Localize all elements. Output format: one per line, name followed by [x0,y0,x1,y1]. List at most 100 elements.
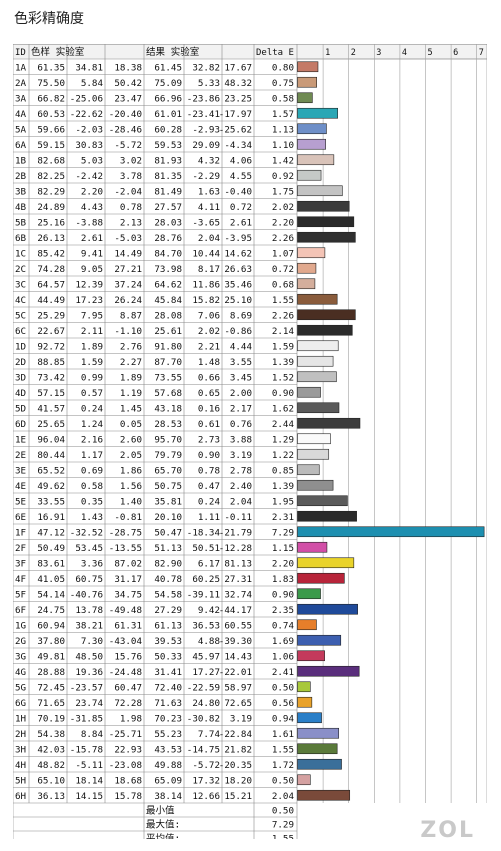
result-lab-value: -0.86 [224,326,252,337]
delta-e-bar [297,417,361,429]
sample-lab-value: 0.58 [81,481,103,492]
delta-e-bar [297,355,334,367]
sample-lab-value: 2.61 [81,233,103,244]
sample-lab-value: 24.89 [37,202,65,213]
sample-lab-value: 18.14 [75,775,103,786]
result-lab-value: -17.97 [219,109,252,120]
row-id-label: 2C [15,264,26,275]
x-tick-label: 4 [402,48,407,58]
sample-lab-value: 23.47 [114,93,142,104]
result-lab-value: 24.80 [192,698,220,709]
result-lab-value: -25.62 [219,124,252,135]
result-lab-value: 60.25 [192,574,220,585]
sample-lab-value: 1.98 [120,713,142,724]
sample-lab-value: 13.78 [75,605,103,616]
delta-e-value: 0.92 [272,171,294,182]
sample-lab-value: 0.69 [81,465,103,476]
sample-lab-value: 38.21 [75,620,103,631]
sample-lab-value: 3.78 [120,171,142,182]
delta-e-bar [297,743,338,755]
sample-lab-value: 49.62 [37,481,65,492]
sample-lab-value: 1.86 [120,465,142,476]
row-id-label: 5G [15,682,26,693]
result-lab-value: 12.66 [192,791,220,802]
row-id-label: 4A [15,109,27,120]
result-lab-value: -39.30 [219,636,252,647]
x-tick-label: 3 [376,48,381,58]
delta-e-bar [297,200,350,212]
row-id-label: 2D [15,357,26,368]
result-lab-value: 17.32 [192,775,220,786]
result-lab-value: 32.82 [192,62,220,73]
delta-e-bar [297,309,356,321]
sample-lab-value: -5.03 [114,233,142,244]
sample-lab-value: 60.75 [75,574,103,585]
result-lab-value: 1.63 [198,186,220,197]
sample-lab-value: 42.03 [37,744,65,755]
page-title: 色彩精确度 [14,11,84,27]
row-id-label: 1H [15,713,26,724]
result-lab-value: 3.45 [230,372,252,383]
row-id-label: 6D [15,419,26,430]
sample-lab-value: 50.42 [114,78,142,89]
x-tick-label: 6 [453,48,458,58]
result-lab-value: 8.69 [230,310,252,321]
delta-e-bar [297,386,321,398]
sample-lab-value: 85.42 [37,248,65,259]
delta-e-bar [297,789,351,801]
sample-lab-value: 72.45 [37,682,65,693]
sample-lab-value: 73.42 [37,372,65,383]
result-lab-value: 43.18 [154,403,182,414]
row-id-label: 6F [15,605,26,616]
result-lab-value: 17.27 [192,667,220,678]
row-id-label: 3A [15,93,27,104]
result-lab-value: 35.46 [224,279,252,290]
x-tick-label: 2 [351,48,356,58]
result-lab-value: 4.44 [230,341,253,352]
result-lab-value: 7.06 [198,310,220,321]
row-id-label: 5F [15,589,26,600]
result-lab-value: 0.90 [198,450,220,461]
delta-e-value: 2.20 [272,558,294,569]
result-lab-value: -22.84 [219,729,253,740]
sample-lab-value: 1.19 [120,388,142,399]
result-lab-value: 0.78 [198,465,220,476]
delta-e-value: 1.75 [272,186,294,197]
sample-lab-value: 1.45 [120,403,142,414]
result-lab-value: 3.19 [230,713,252,724]
result-lab-value: -21.79 [219,527,252,538]
sample-lab-value: 1.89 [81,341,103,352]
row-id-label: 1F [15,527,26,538]
sample-lab-value: 37.80 [37,636,65,647]
sample-lab-value: 54.38 [37,729,65,740]
sample-lab-value: 0.05 [120,419,142,430]
row-id-label: 2B [15,171,27,182]
sample-lab-value: 87.02 [114,558,142,569]
sample-lab-value: 71.65 [37,698,65,709]
result-lab-value: 1.11 [198,512,220,523]
sample-lab-value: 23.74 [75,698,103,709]
result-lab-value: 0.65 [198,388,220,399]
sample-lab-value: -22.62 [70,109,103,120]
sample-lab-value: 8.84 [81,729,104,740]
sample-lab-value: -2.04 [114,186,142,197]
delta-e-bar [297,557,355,569]
delta-e-value: 1.42 [272,155,294,166]
result-lab-value: 57.68 [154,388,182,399]
result-lab-value: 51.13 [154,543,182,554]
sample-lab-value: 82.68 [37,155,65,166]
delta-e-bar [297,464,320,476]
result-lab-value: 28.53 [154,419,182,430]
delta-e-value: 1.39 [272,357,294,368]
result-lab-value: 73.98 [154,264,182,275]
sample-lab-value: 5.03 [81,155,103,166]
row-id-label: 3B [15,186,27,197]
delta-e-bar [297,634,342,646]
result-lab-value: 81.93 [154,155,182,166]
delta-e-bar [297,123,327,135]
result-lab-value: 50.47 [154,527,182,538]
sample-lab-value: 33.55 [37,496,65,507]
result-lab-value: -12.28 [219,543,252,554]
result-lab-value: 0.72 [230,202,252,213]
delta-e-bar [297,448,330,460]
